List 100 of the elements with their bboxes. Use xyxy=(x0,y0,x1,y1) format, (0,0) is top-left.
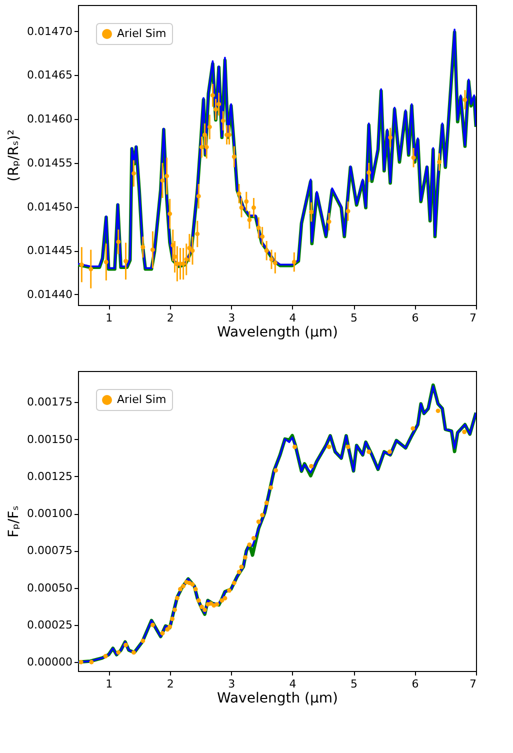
point xyxy=(164,174,170,178)
point xyxy=(236,570,242,574)
point xyxy=(388,135,393,140)
point xyxy=(247,218,252,222)
point xyxy=(436,408,440,414)
point xyxy=(239,564,244,570)
point xyxy=(216,102,222,106)
point xyxy=(462,98,468,102)
point xyxy=(170,616,175,622)
point xyxy=(251,536,256,540)
point xyxy=(150,622,155,628)
point xyxy=(437,160,442,164)
point xyxy=(160,178,165,183)
x-tick-label: 4 xyxy=(289,312,296,324)
point xyxy=(168,212,172,216)
point xyxy=(181,584,186,588)
x-tick-label: 4 xyxy=(289,678,296,690)
point xyxy=(150,248,155,252)
point xyxy=(292,444,297,450)
point xyxy=(220,118,226,124)
x-tick-label: 1 xyxy=(106,678,113,690)
point xyxy=(116,240,121,244)
legend-label: Ariel Sim xyxy=(117,27,166,40)
point xyxy=(140,244,146,250)
point xyxy=(202,608,207,612)
point xyxy=(140,638,146,644)
point xyxy=(410,426,416,431)
point xyxy=(104,260,108,264)
y-tick-label: 0.00000 xyxy=(27,656,72,669)
point xyxy=(116,650,121,655)
point xyxy=(190,582,195,587)
point xyxy=(124,258,128,264)
y-axis-title: (Rₚ/Rₛ)² xyxy=(6,130,22,182)
point xyxy=(103,654,108,658)
x-axis-title: Wavelength (μm) xyxy=(217,690,338,706)
point xyxy=(268,485,274,490)
y-tick-label: 0.01465 xyxy=(27,68,72,82)
legend-label: Ariel Sim xyxy=(117,393,166,406)
point xyxy=(256,226,261,230)
point xyxy=(411,155,416,160)
point xyxy=(292,260,296,264)
point xyxy=(366,450,372,454)
point xyxy=(346,444,350,450)
y-tick-label: 0.01450 xyxy=(27,200,72,214)
point xyxy=(232,580,236,586)
point xyxy=(326,444,332,450)
point xyxy=(264,248,269,253)
x-tick-label: 3 xyxy=(228,678,236,690)
point xyxy=(242,555,248,560)
point xyxy=(269,257,274,262)
point xyxy=(251,205,256,210)
x-tick-label: 2 xyxy=(166,312,174,324)
y-tick-label: 0.00175 xyxy=(27,396,72,409)
point xyxy=(184,257,189,262)
point xyxy=(256,520,261,524)
x-tick-label: 3 xyxy=(228,312,236,324)
point xyxy=(214,602,220,607)
point xyxy=(187,246,192,250)
point xyxy=(78,660,84,664)
point xyxy=(260,234,265,239)
y-tick-label: 0.00075 xyxy=(27,544,72,558)
x-tick-label: 1 xyxy=(106,312,113,324)
point xyxy=(196,598,201,603)
point xyxy=(309,210,314,214)
point xyxy=(366,170,372,175)
y-tick-label: 0.00025 xyxy=(27,618,72,632)
y-tick-label: 0.00150 xyxy=(27,432,72,446)
point xyxy=(232,154,236,159)
x-tick-label: 6 xyxy=(412,678,419,690)
x-tick-label: 5 xyxy=(350,678,358,690)
point xyxy=(181,262,186,266)
point xyxy=(204,144,209,150)
x-axis-title: Wavelength (μm) xyxy=(217,324,338,340)
x-tick-label: 5 xyxy=(350,312,358,324)
point xyxy=(178,586,182,592)
y-tick-label: 0.00125 xyxy=(27,470,72,483)
y-tick-label: 0.00050 xyxy=(27,581,72,594)
point xyxy=(462,430,467,434)
point xyxy=(174,596,180,600)
point xyxy=(214,107,218,112)
point xyxy=(172,608,177,612)
point xyxy=(247,542,252,547)
point xyxy=(264,500,269,506)
point xyxy=(236,191,242,196)
point xyxy=(202,132,207,138)
x-tick-label: 2 xyxy=(166,678,174,690)
point xyxy=(193,586,198,592)
point xyxy=(160,631,165,636)
point xyxy=(199,144,204,150)
point xyxy=(272,260,278,266)
y-tick-label: 0.01445 xyxy=(27,244,72,258)
y-tick-label: 0.01470 xyxy=(27,24,72,38)
x-tick-label: 7 xyxy=(470,312,476,324)
point xyxy=(244,199,249,204)
x-tick-label: 6 xyxy=(412,312,419,324)
point xyxy=(309,464,314,468)
point xyxy=(124,642,128,648)
point xyxy=(346,208,350,214)
point xyxy=(210,93,215,98)
y-tick-label: 0.01460 xyxy=(27,112,72,126)
